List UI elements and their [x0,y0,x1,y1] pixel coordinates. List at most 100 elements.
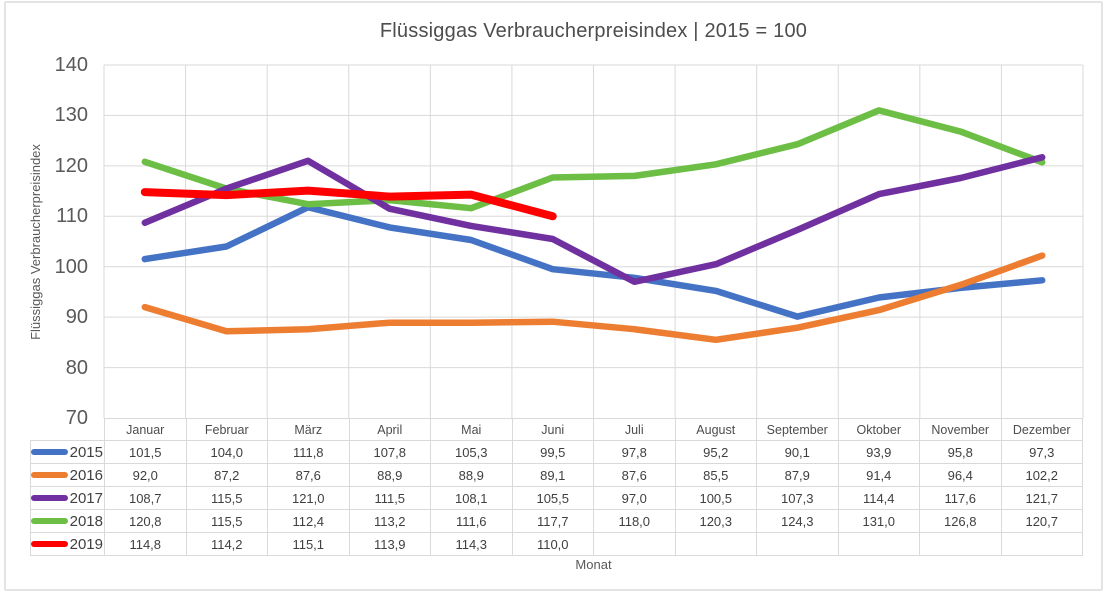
series-line-2018 [141,107,1046,212]
table-cell: 90,1 [756,440,839,464]
table-cell: 91,4 [837,463,920,487]
legend-swatch-2018 [31,518,68,524]
legend-label: 2018 [69,512,103,530]
table-cell: 120,3 [674,509,757,533]
legend-key-2015: 2015 [30,440,105,464]
table-row-2017: 2017 108,7 115,5 121,0 111,5 108,1 105,5 97,0 10… [30,486,1083,510]
table-cell: 87,2 [185,463,268,487]
table-cell: 117,7 [511,509,594,533]
table-row-2018: 2018 120,8 115,5 112,4 113,2 111,6 117,7 118,0 1… [30,509,1083,533]
legend-label: 2015 [69,443,103,461]
table-cell: 115,5 [185,509,268,533]
month-header: Mai [430,418,513,441]
table-cell: 110,0 [511,532,594,556]
month-header: Juni [511,418,594,441]
month-header: Januar [104,418,187,441]
legend-swatch-2015 [31,449,68,455]
series-line-2016 [141,252,1046,344]
table-cell: 95,2 [674,440,757,464]
table-cell [674,532,757,556]
table-cell: 88,9 [430,463,513,487]
y-tick-label: 120 [54,154,88,177]
table-cell [593,532,676,556]
table-cell: 105,3 [430,440,513,464]
series-lines [140,107,1046,344]
legend-key-2017: 2017 [30,486,105,510]
month-header: Dezember [1000,418,1083,441]
table-cell [756,532,839,556]
table-cell: 118,0 [593,509,676,533]
table-cell: 108,1 [430,486,513,510]
table-cell [919,532,1002,556]
legend-label: 2016 [69,466,103,484]
table-cell: 112,4 [267,509,350,533]
table-cell: 114,3 [430,532,513,556]
table-cell: 126,8 [919,509,1002,533]
table-cell: 89,1 [511,463,594,487]
month-header: Oktober [837,418,920,441]
y-tick-label: 110 [56,205,88,228]
table-cell: 114,4 [837,486,920,510]
table-cell: 107,3 [756,486,839,510]
table-cell: 108,7 [104,486,187,510]
table-cell: 115,5 [185,486,268,510]
table-cell: 114,2 [185,532,268,556]
month-header: November [919,418,1002,441]
table-cell: 113,9 [348,532,431,556]
gridlines [103,64,1084,418]
table-cell [1000,532,1083,556]
table-cell: 97,0 [593,486,676,510]
table-row-2015: 2015 101,5 104,0 111,8 107,8 105,3 99,5 97,8 95,… [30,440,1083,464]
y-axis-title: Flüssiggas Verbraucherpreisindex [28,144,43,340]
table-cell: 111,8 [267,440,350,464]
month-header: September [756,418,839,441]
table-cell: 95,8 [919,440,1002,464]
table-cell: 105,5 [511,486,594,510]
chart-title: Flüssiggas Verbraucherpreisindex | 2015 … [379,20,808,42]
month-header: April [348,418,431,441]
legend-key-2019: 2019 [30,532,105,556]
table-cell: 87,6 [593,463,676,487]
legend-swatch-2019 [31,541,68,547]
month-header: Juli [593,418,676,441]
table-cell: 120,8 [104,509,187,533]
table-cell: 87,6 [267,463,350,487]
table-cell: 93,9 [837,440,920,464]
table-cell: 96,4 [919,463,1002,487]
month-header: August [674,418,757,441]
table-cell: 97,8 [593,440,676,464]
table-cell: 121,0 [267,486,350,510]
table-cell: 114,8 [104,532,187,556]
y-tick-label: 90 [65,306,88,329]
series-line-2019 [140,186,557,221]
x-axis-title: Monat [575,557,612,572]
table-cell: 92,0 [104,463,187,487]
series-line-2017 [141,154,1046,286]
table-cell: 113,2 [348,509,431,533]
table-cell: 121,7 [1000,486,1083,510]
table-cell: 117,6 [919,486,1002,510]
table-cell: 111,6 [430,509,513,533]
legend-label: 2019 [69,535,103,553]
table-cell: 131,0 [837,509,920,533]
series-line-2015 [141,203,1046,320]
table-cell: 104,0 [185,440,268,464]
legend-label: 2017 [69,489,103,507]
table-cell: 87,9 [756,463,839,487]
table-cell: 102,2 [1000,463,1083,487]
table-corner-blank [31,419,105,441]
y-tick-label: 70 [65,407,88,429]
table-cell: 107,8 [348,440,431,464]
table-row-2019: 2019 114,8 114,2 115,1 113,9 114,3 110,0 [30,532,1083,556]
legend-key-2016: 2016 [30,463,105,487]
legend-swatch-2016 [31,472,68,478]
table-cell [837,532,920,556]
table-cell: 115,1 [267,532,350,556]
table-cell: 124,3 [756,509,839,533]
legend-swatch-2017 [31,495,68,501]
y-tick-label: 100 [54,255,88,278]
table-cell: 100,5 [674,486,757,510]
month-header: Februar [185,418,268,441]
